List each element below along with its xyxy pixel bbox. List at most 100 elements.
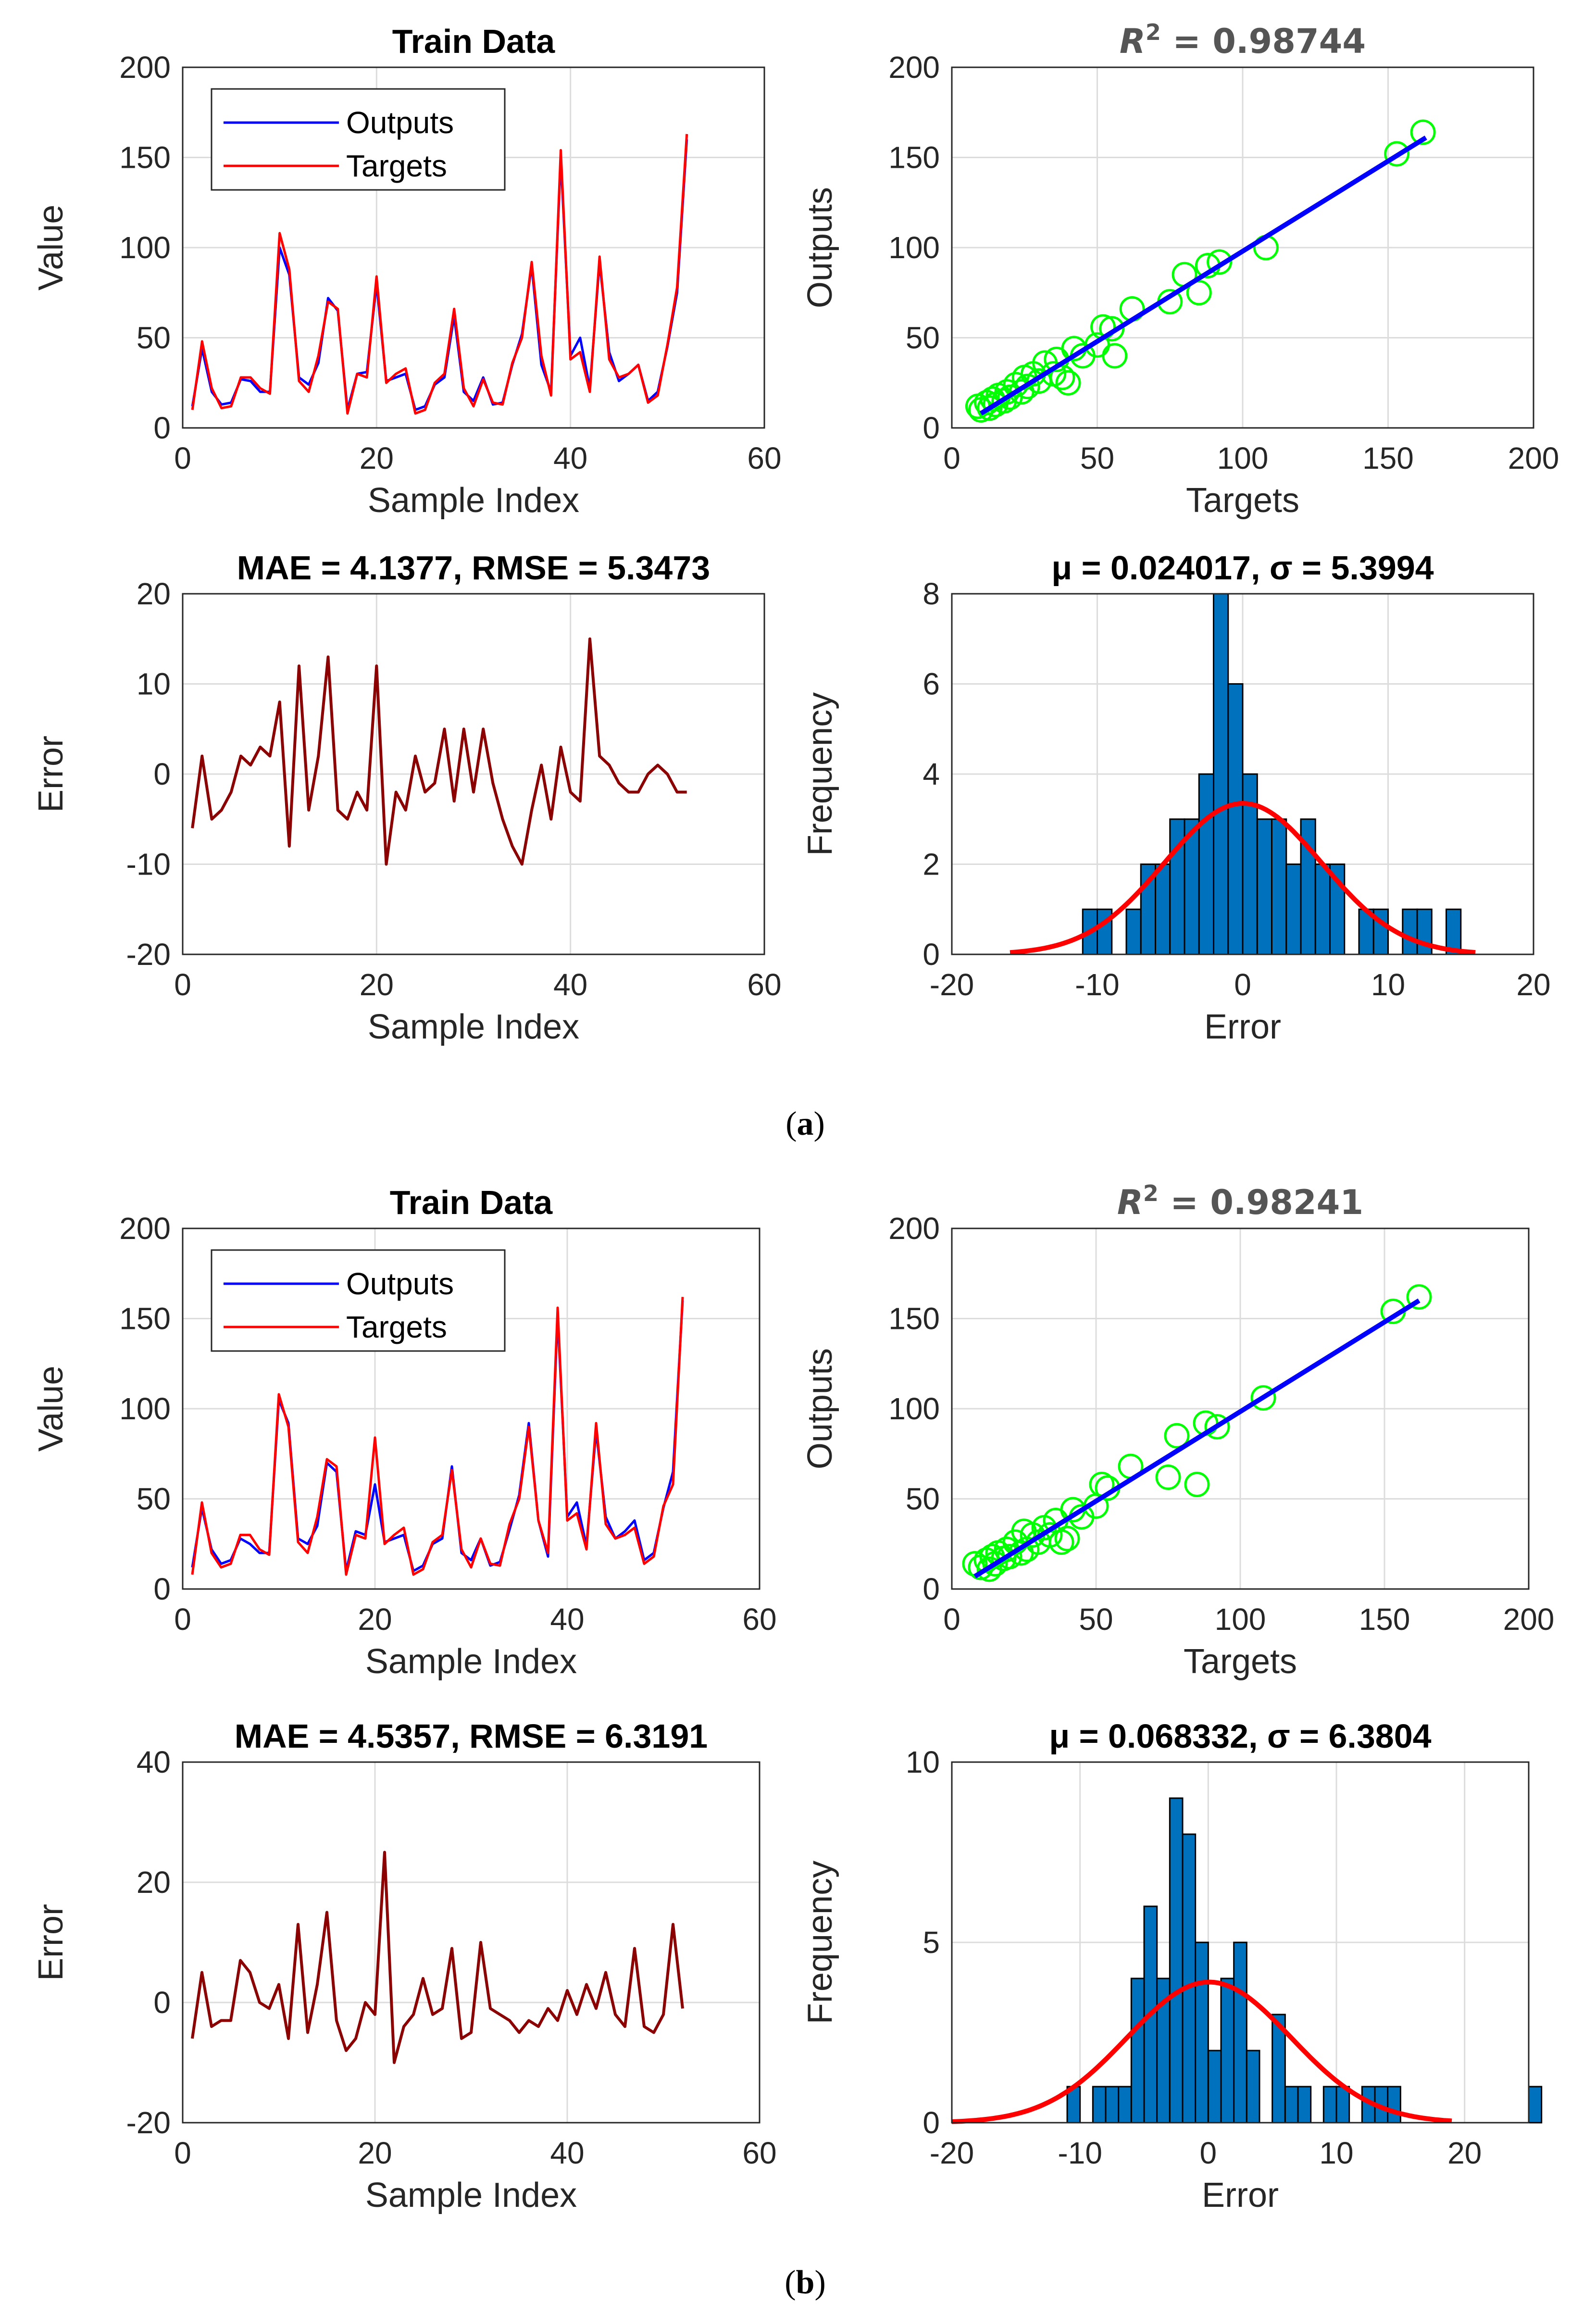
x-tick-label: 20 (360, 441, 394, 476)
chart-title: R2 = 0.98744 (1120, 19, 1366, 61)
panel-b-caption: (b) (785, 2264, 826, 2301)
histogram-bar (1284, 2086, 1299, 2124)
x-tick-label: -20 (930, 2136, 974, 2170)
title-value: = 0.98241 (1159, 1183, 1363, 1222)
x-axis-label: Targets (1186, 481, 1299, 520)
scatter-point (1055, 370, 1081, 396)
caption-open: ( (785, 2264, 796, 2301)
caption-close: ) (814, 2264, 825, 2301)
y-axis-label: Value (32, 205, 70, 291)
y-axis-label: Value (32, 1366, 70, 1452)
x-tick-label: 150 (1359, 1602, 1410, 1637)
x-tick-label: 0 (174, 1602, 191, 1637)
legend-outputs-label: Outputs (346, 105, 454, 140)
histogram-bar (1314, 863, 1331, 955)
y-axis-label: Error (32, 1904, 70, 1981)
histogram-bar (1271, 818, 1287, 955)
scatter-point (1048, 1529, 1074, 1555)
title-value: = 0.98744 (1161, 22, 1366, 61)
y-tick-label: 100 (888, 230, 940, 265)
histogram-bar (1155, 863, 1171, 955)
axes-box (182, 66, 765, 429)
y-axis-label: Outputs (801, 1348, 839, 1469)
x-tick-label: 60 (742, 2136, 776, 2170)
x-tick-label: 40 (553, 441, 587, 476)
targets-line (191, 134, 688, 415)
legend-targets-label: Targets (346, 149, 447, 183)
x-tick-label: 150 (1362, 441, 1414, 476)
y-tick-label: 0 (923, 1572, 940, 1606)
fit-line (973, 1298, 1421, 1578)
histogram-bar (1207, 2050, 1222, 2124)
title-prefix: R (1120, 22, 1146, 61)
y-tick-label: 0 (153, 1572, 171, 1606)
axes-box (182, 1227, 761, 1590)
panel-a-caption: (a) (786, 1105, 825, 1142)
y-axis-label: Frequency (801, 692, 839, 856)
y-tick-label: 0 (153, 411, 171, 445)
histogram-bar (1130, 1977, 1145, 2124)
y-tick-label: 4 (923, 757, 940, 791)
scatter-point (1406, 1284, 1432, 1310)
y-tick-label: 100 (888, 1391, 940, 1426)
x-tick-label: 10 (1319, 2136, 1353, 2170)
error-line (191, 1851, 684, 2064)
y-tick-label: 10 (137, 667, 171, 701)
y-tick-label: 150 (888, 140, 940, 175)
histogram-bar (1446, 908, 1462, 955)
y-tick-label: 150 (888, 1301, 940, 1336)
x-tick-label: 0 (943, 1602, 960, 1637)
x-tick-label: 100 (1215, 1602, 1266, 1637)
histogram-bar (1092, 2086, 1107, 2124)
x-axis-label: Error (1204, 1008, 1281, 1046)
scatter-point (1204, 1414, 1230, 1439)
scatter-point (1164, 1423, 1190, 1449)
panel-a-error-chart: 0 20 40 60 -20 -10 0 10 20 Sample Index Error MAE =… (32, 549, 782, 1046)
x-tick-label: 40 (553, 967, 587, 1002)
y-tick-label: 10 (906, 1745, 940, 1779)
histogram-bar (1297, 2086, 1312, 2124)
histogram-bar (1233, 1941, 1247, 2124)
axes-box (951, 593, 1534, 955)
normal-fit-curve (1010, 801, 1476, 955)
histogram-bar (1246, 2050, 1260, 2124)
scatter-point (1250, 1385, 1276, 1411)
scatter-point (1155, 1464, 1181, 1490)
caption-letter: a (797, 1105, 814, 1142)
histogram-bar (1198, 773, 1214, 955)
y-tick-label: 150 (119, 1301, 171, 1336)
y-tick-label: 100 (119, 1391, 171, 1426)
x-tick-label: 100 (1217, 441, 1269, 476)
panel-a-value-chart: 0 20 40 60 0 50 100 150 200 Sample Index Value Outp… (32, 23, 782, 520)
axes-box (951, 1761, 1530, 2124)
x-tick-label: 0 (1200, 2136, 1217, 2170)
x-tick-label: -20 (930, 967, 974, 1002)
chart-title: Train Data (390, 1184, 553, 1221)
histogram-bar (1256, 818, 1272, 955)
x-tick-label: 20 (358, 1602, 392, 1637)
x-axis-label: Sample Index (368, 1008, 579, 1046)
fit-line (979, 136, 1427, 416)
y-axis-label: Outputs (801, 187, 839, 308)
y-tick-label: 5 (923, 1925, 940, 1960)
x-axis-label: Error (1202, 2176, 1279, 2215)
x-axis-label: Sample Index (365, 1642, 577, 1681)
histogram-bar (1322, 2086, 1337, 2124)
scatter-point (1186, 280, 1212, 306)
scatter-point (1184, 1472, 1210, 1497)
histogram-bar (1105, 2086, 1120, 2124)
x-axis-label: Sample Index (365, 2176, 577, 2215)
x-tick-label: 200 (1503, 1602, 1555, 1637)
y-tick-label: 20 (137, 1865, 171, 1900)
histogram-bar (1227, 683, 1244, 955)
axes-box (182, 593, 765, 955)
title-prefix: R (1117, 1183, 1143, 1222)
axes-box (182, 1761, 761, 2124)
title-superscript: 2 (1143, 1180, 1159, 1206)
y-tick-label: 100 (119, 230, 171, 265)
histogram-bar (1285, 863, 1302, 955)
y-tick-label: -20 (126, 2105, 171, 2140)
y-tick-label: 50 (906, 1482, 940, 1516)
